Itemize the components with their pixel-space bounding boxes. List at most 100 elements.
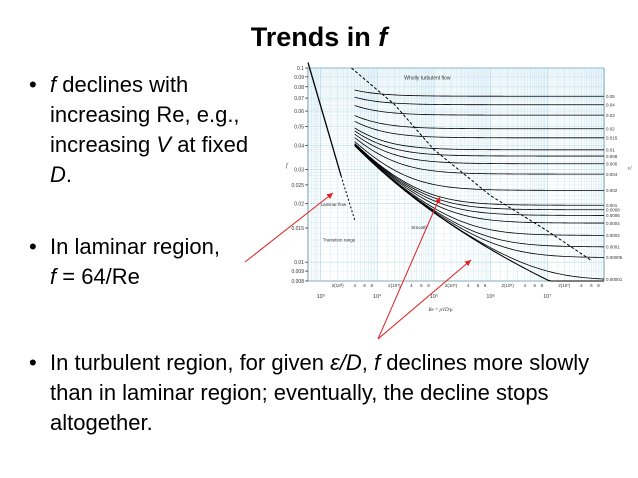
x-minor-tick-label: 4: [467, 283, 470, 288]
bullet-dot: •: [29, 72, 37, 97]
roughness-label: 0.0008: [606, 208, 620, 213]
x-minor-tick-label: 6: [420, 283, 423, 288]
x-minor-tick-label: 2(10⁴): [388, 283, 401, 288]
x-tick-label: 10⁷: [543, 293, 551, 300]
x-minor-tick-label: 6: [533, 283, 536, 288]
bullet-1-var-f: f: [50, 72, 57, 97]
y-tick-label: 0.015: [291, 226, 304, 232]
slide-title-text: Trends in: [250, 22, 379, 52]
roughness-curve: [354, 127, 604, 151]
x-minor-tick-label: 2(10⁶): [502, 283, 515, 288]
bullet-3-text-b: ,: [361, 350, 374, 375]
y-tick-label: 0.01: [294, 260, 304, 266]
plot-area: [307, 67, 605, 282]
bullet-2-text-a: In laminar region,: [50, 234, 220, 259]
roughness-curve: [354, 143, 604, 216]
roughness-label: 0.0004: [606, 221, 620, 226]
moody-chart: 0.1 0.09 0.08 0.07 0.06 0.05 0.04 0.03 0.025 0.02…: [286, 62, 632, 313]
roughness-curve: [354, 105, 604, 116]
roughness-curve: [354, 115, 604, 130]
bullet-dot: •: [29, 234, 37, 259]
y-tick-label: 0.025: [291, 183, 304, 189]
roughness-curve: [354, 143, 604, 211]
x-tick-label: 10⁴: [373, 293, 382, 300]
bullet-1-var-v: V: [156, 132, 172, 157]
x-tick-label: 10³: [317, 294, 325, 300]
bullet-2-var-f: f: [50, 264, 57, 289]
roughness-label: 0.004: [606, 172, 618, 177]
x-minor-tick-label: 4: [580, 283, 583, 288]
y-tick-label: 0.1: [297, 66, 304, 72]
roughness-label: 0.05: [606, 94, 615, 99]
y-tick-label: 0.02: [294, 202, 304, 208]
x-minor-tick-label: 4: [524, 283, 527, 288]
roughness-label: 0.015: [606, 136, 618, 141]
x-minor-tick-label: 8: [484, 283, 487, 288]
roughness-curve: [354, 143, 604, 206]
bullet-3-var-f: f: [373, 350, 381, 375]
y-axis-label: f: [286, 162, 289, 169]
bullet-2-text-b: = 64/Re: [56, 264, 140, 289]
y-tick-label: 0.008: [291, 279, 304, 285]
roughness-label: 0.0001: [606, 245, 620, 250]
annotation-smooth: Smooth: [411, 225, 427, 230]
y-tick-label: 0.06: [294, 109, 304, 115]
y2-axis-label: ε/D: [628, 166, 632, 172]
slide-title-var: f: [378, 22, 388, 52]
roughness-label: 0.001: [606, 203, 618, 208]
roughness-curve: [354, 133, 604, 165]
roughness-curve: [354, 137, 604, 175]
x-tick-label: 10⁶: [486, 293, 494, 300]
laminar-line: [307, 62, 342, 177]
roughness-label: 0.0002: [606, 233, 620, 238]
annotation-laminar: Laminar flow: [321, 202, 347, 207]
bullet-3-text-c: declines more slowly than in laminar reg…: [50, 350, 590, 435]
roughness-label: 0.006: [606, 162, 618, 167]
x-minor-tick-label: 2(10³): [332, 283, 345, 288]
x-tick-label: 10⁵: [430, 293, 438, 300]
x-axis-label: Re = ρVD/μ: [427, 308, 453, 313]
bullet-1-text-b: at fixed: [171, 132, 249, 157]
x-minor-tick-label: 6: [590, 283, 593, 288]
y-tick-label: 0.08: [294, 85, 304, 91]
x-minor-tick-label: 6: [363, 283, 366, 288]
wholly-turbulent-boundary: [351, 67, 592, 261]
y-tick-label: 0.03: [294, 168, 304, 174]
y-tick-label: 0.05: [294, 124, 304, 130]
x-minor-tick-label: 8: [541, 283, 544, 288]
x-minor-tick-label: 4: [353, 283, 356, 288]
y-tick-label: 0.009: [291, 269, 304, 275]
smooth-pipe-curve: [354, 145, 604, 282]
y-tick-label: 0.04: [294, 143, 304, 149]
roughness-label: 0.008: [606, 154, 618, 159]
y-tick-label: 0.09: [294, 75, 304, 81]
roughness-curve: [354, 141, 604, 191]
roughness-label: 0.03: [606, 113, 615, 118]
roughness-curve: [354, 96, 604, 106]
roughness-curve: [354, 130, 604, 157]
roughness-label: 0.04: [606, 103, 615, 108]
roughness-curve: [354, 120, 604, 139]
x-minor-tick-label: 8: [371, 283, 374, 288]
bullet-1-text-a: declines with increasing Re, e.g., incre…: [50, 72, 240, 157]
x-minor-tick-label: 8: [427, 283, 430, 288]
roughness-label: 0.01: [606, 148, 615, 153]
x-minor-tick-label: 8: [597, 283, 600, 288]
annotation-transition: Transition range: [323, 237, 356, 242]
x-minor-tick-label: 4: [410, 283, 413, 288]
bullet-1-var-d: D: [50, 162, 66, 187]
bullet-1: • f declines with increasing Re, e.g., i…: [29, 70, 270, 190]
roughness-label: 0.0006: [606, 213, 620, 218]
bullet-1-text-c: .: [65, 162, 73, 187]
x-minor-tick-label: 2(10⁵): [445, 283, 458, 288]
bullet-3-var-eps: ε/D: [330, 350, 362, 375]
bullet-2: • In laminar region, f = 64/Re: [29, 232, 270, 292]
x-minor-tick-label: 6: [477, 283, 480, 288]
roughness-label: 0.00001: [606, 277, 623, 282]
roughness-curve: [354, 89, 604, 97]
roughness-curve: [354, 144, 605, 224]
y-tick-label: 0.07: [294, 96, 304, 102]
roughness-curve: [354, 144, 605, 236]
x-minor-tick-label: 2(10⁷): [558, 283, 571, 288]
roughness-label: 0.002: [606, 188, 618, 193]
